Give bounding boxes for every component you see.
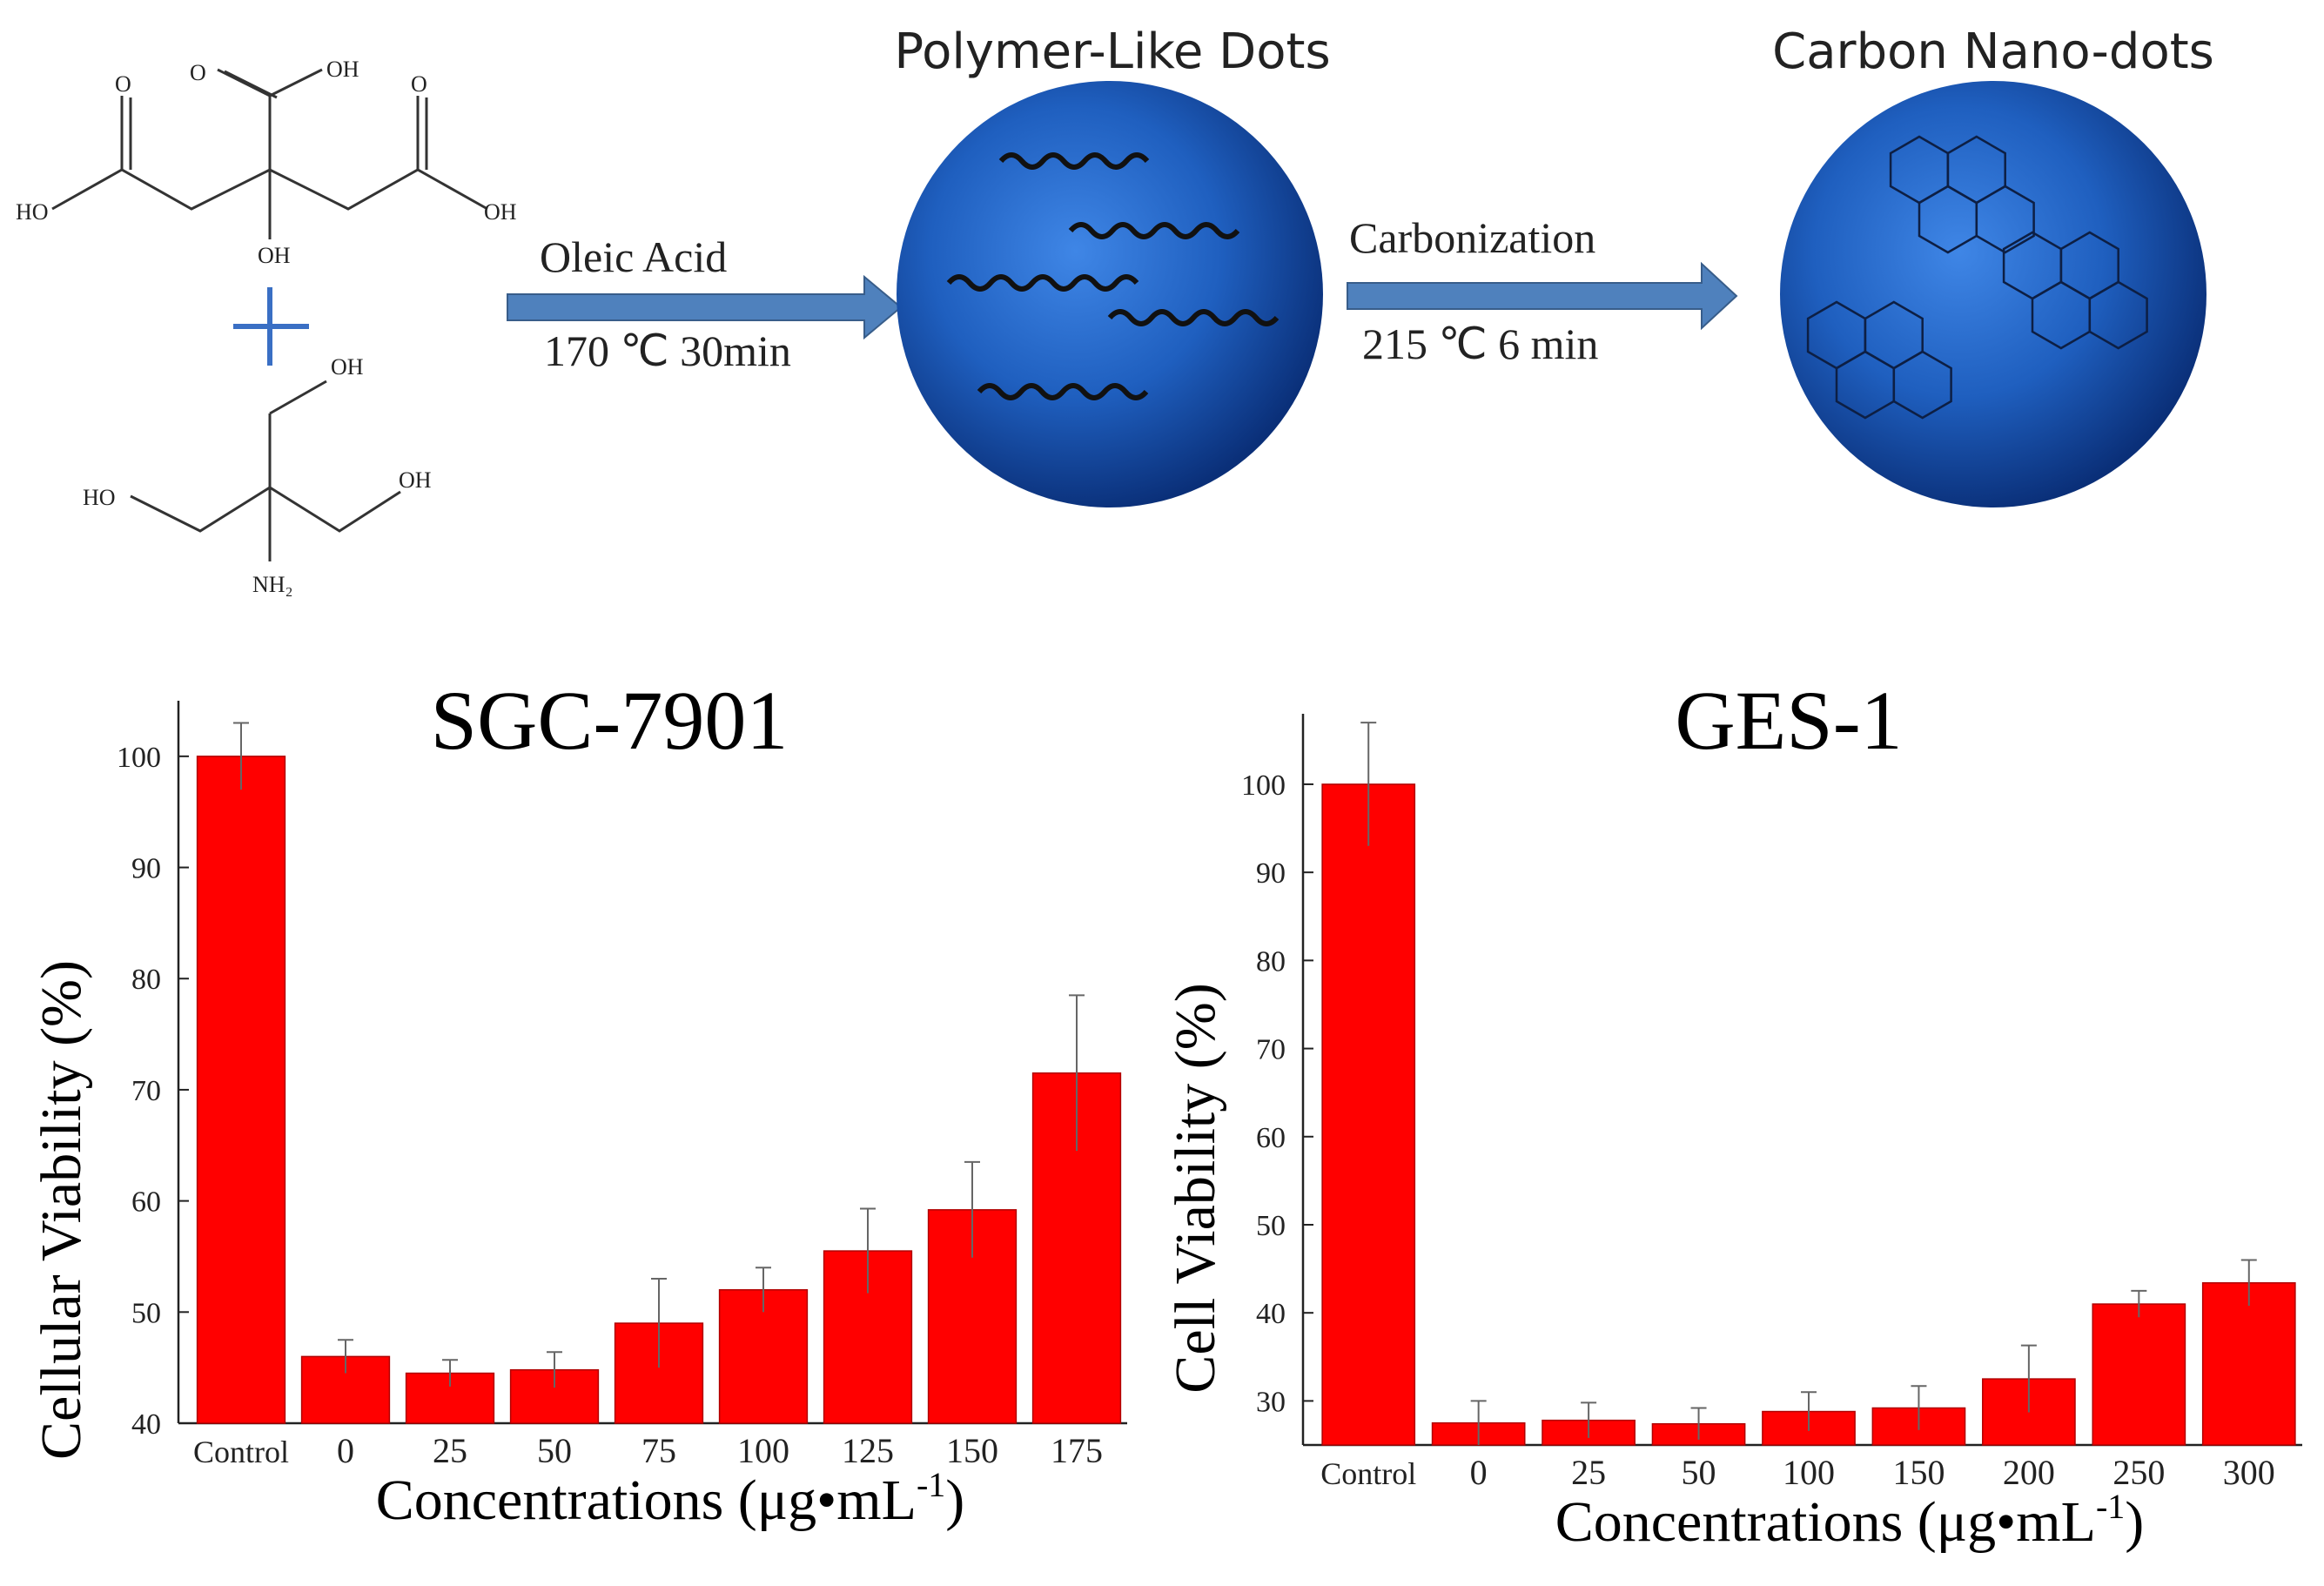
y-tick-label: 70 xyxy=(131,1075,161,1107)
tris-nh2: NH₂ xyxy=(252,572,293,597)
x-tick-label: 0 xyxy=(1470,1453,1488,1492)
polymer-like-dot-sphere xyxy=(897,81,1323,507)
x-tick-labels: Control 0 25 50 100 150 200 250 300 xyxy=(1320,1453,2275,1492)
tris-oh-top: OH xyxy=(331,354,364,380)
x-axis-label-sup: -1 xyxy=(2096,1487,2125,1526)
x-tick-label: 150 xyxy=(946,1431,998,1470)
y-tick-label: 40 xyxy=(1256,1298,1286,1330)
y-axis-label: Cellular Viability (%) xyxy=(30,960,93,1460)
citric-ho-left: HO xyxy=(16,199,49,225)
tris-labels: OH HO OH NH₂ xyxy=(83,354,432,597)
tris-ho-left: HO xyxy=(83,485,116,510)
y-axis-label: Cell Viability (%) xyxy=(1164,983,1227,1393)
bar-Control xyxy=(196,756,286,1424)
x-tick-label: 50 xyxy=(1682,1453,1716,1492)
x-tick-label: 50 xyxy=(537,1431,572,1470)
x-axis-label: Concentrations (μg•mL-1) xyxy=(1555,1487,2145,1554)
x-axis-label-sup: -1 xyxy=(917,1465,945,1504)
x-tick-label: 25 xyxy=(433,1431,467,1470)
carbon-dots-title: Carbon Nano-dots xyxy=(1772,24,2214,80)
y-tick-label: 50 xyxy=(1256,1210,1286,1242)
citric-oh-bottom: OH xyxy=(258,243,291,268)
x-tick-label: 200 xyxy=(2003,1453,2055,1492)
chart-bars xyxy=(1321,722,2296,1446)
y-tick-label: 60 xyxy=(1256,1122,1286,1154)
x-tick-label: Control xyxy=(1320,1456,1416,1491)
x-tick-label: 150 xyxy=(1892,1453,1945,1492)
y-tick-label: 80 xyxy=(1256,945,1286,978)
x-tick-label: Control xyxy=(193,1435,289,1469)
polymer-dots-title: Polymer-Like Dots xyxy=(894,24,1330,80)
y-tick-label: 70 xyxy=(1256,1034,1286,1066)
bar-Control xyxy=(1321,783,1416,1446)
bar-300 xyxy=(2201,1282,2296,1446)
arrow2-top-label: Carbonization xyxy=(1349,213,1595,262)
citric-oh-right: OH xyxy=(484,199,517,225)
y-tick-label: 100 xyxy=(117,742,161,774)
graphitic-hexagons xyxy=(1806,135,2148,420)
y-tick-labels: 40 50 60 70 80 90 100 xyxy=(117,742,161,1441)
y-tick-label: 30 xyxy=(1256,1386,1286,1418)
y-tick-label: 90 xyxy=(131,853,161,885)
x-tick-label: 0 xyxy=(337,1431,354,1470)
polymer-chains xyxy=(946,152,1280,400)
arrow-oleic-acid xyxy=(507,274,903,340)
hexagon-ring xyxy=(1975,185,2035,254)
x-tick-label: 175 xyxy=(1051,1431,1103,1470)
citric-o-left: O xyxy=(115,71,131,97)
arrow1-bottom-label: 170 ℃ 30min xyxy=(544,326,791,375)
x-tick-label: 300 xyxy=(2223,1453,2275,1492)
x-tick-labels: Control 0 25 50 75 100 125 150 175 xyxy=(193,1431,1103,1470)
bar-100 xyxy=(718,1289,809,1424)
tris-oh-right: OH xyxy=(399,467,432,493)
arrow1-top-label: Oleic Acid xyxy=(540,232,727,281)
tris-structure xyxy=(130,380,401,561)
y-tick-labels: 30 40 50 60 70 80 90 100 xyxy=(1241,769,1286,1418)
arrow2-bottom-label: 215 ℃ 6 min xyxy=(1362,319,1598,368)
citric-acid-structure xyxy=(51,68,488,239)
sgc7901-chart: SGC-7901 Control 0 25 50 75 100 125 150 175 40 50… xyxy=(30,674,1127,1532)
arrow-carbonization xyxy=(1347,261,1738,331)
citric-o-right: O xyxy=(411,71,427,97)
x-axis-label-main: Concentrations (μg•mL xyxy=(1555,1490,2096,1554)
x-tick-label: 100 xyxy=(737,1431,789,1470)
x-tick-label: 250 xyxy=(2112,1453,2165,1492)
citric-o-top: O xyxy=(190,60,206,85)
x-axis-label: Concentrations (μg•mL-1) xyxy=(376,1465,965,1532)
hexagon-ring xyxy=(2088,280,2148,350)
bar-250 xyxy=(2092,1303,2186,1446)
y-tick-label: 40 xyxy=(131,1408,161,1441)
x-axis-label-end: ) xyxy=(2125,1490,2144,1554)
x-tick-label: 125 xyxy=(842,1431,894,1470)
y-tick-label: 100 xyxy=(1241,769,1286,802)
citric-oh-top: OH xyxy=(326,57,359,82)
plus-icon xyxy=(233,287,309,366)
chart-title: GES-1 xyxy=(1675,674,1902,767)
ges1-chart: GES-1 Control 0 25 50 100 150 200 250 300 30 40 50… xyxy=(1164,674,2302,1554)
x-tick-label: 100 xyxy=(1783,1453,1835,1492)
x-axis-label-end: ) xyxy=(945,1468,964,1532)
y-tick-label: 80 xyxy=(131,964,161,996)
carbon-nano-dot-sphere xyxy=(1780,81,2206,507)
chart-title: SGC-7901 xyxy=(431,674,789,767)
x-tick-label: 75 xyxy=(641,1431,676,1470)
citric-acid-labels: O OH O O HO OH OH xyxy=(16,57,517,268)
chart-bars xyxy=(196,722,1122,1424)
y-tick-label: 50 xyxy=(131,1297,161,1329)
y-tick-label: 90 xyxy=(1256,857,1286,890)
synthesis-scheme: O OH O O HO OH OH OH HO OH NH₂ Oleic Aci… xyxy=(16,24,2214,597)
x-axis-label-main: Concentrations (μg•mL xyxy=(376,1468,917,1532)
y-tick-label: 60 xyxy=(131,1186,161,1219)
x-tick-label: 25 xyxy=(1571,1453,1606,1492)
hexagon-ring xyxy=(1892,350,1952,420)
